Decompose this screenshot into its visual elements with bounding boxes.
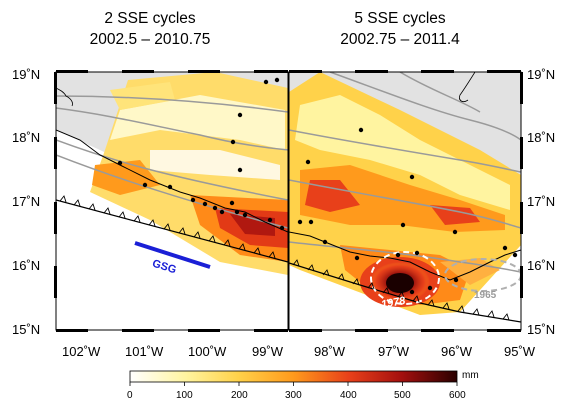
right-title-line1: 5 SSE cycles	[354, 10, 446, 27]
lat-label-19-right: 19˚N	[527, 67, 556, 82]
colorbar-tick-600: 600	[449, 390, 466, 401]
right-map-title: 5 SSE cycles 2002.75 – 2011.4	[300, 8, 500, 50]
lat-label-19-left: 19˚N	[12, 67, 41, 82]
event-1965-label: 1965	[474, 290, 497, 301]
right-map-panel	[289, 72, 521, 330]
left-map-title: 2 SSE cycles 2002.5 – 2010.75	[50, 8, 250, 50]
colorbar	[129, 370, 458, 383]
lat-label-18-right: 18˚N	[527, 130, 556, 145]
lat-label-17-right: 17˚N	[527, 194, 556, 209]
colorbar-unit: mm	[462, 370, 479, 381]
coastline-right	[289, 231, 521, 281]
colorbar-tick-0: 0	[127, 390, 133, 401]
lat-label-16-right: 16˚N	[527, 258, 556, 273]
lon-label-95: 95˚W	[504, 344, 536, 359]
left-map-panel	[56, 72, 288, 330]
lon-label-96: 96˚W	[441, 344, 473, 359]
lon-label-98: 98˚W	[314, 344, 346, 359]
colorbar-tick-500: 500	[394, 390, 411, 401]
lat-label-15-right: 15˚N	[527, 322, 556, 337]
lon-label-101: 101˚W	[125, 344, 164, 359]
lon-label-102: 102˚W	[62, 344, 101, 359]
lat-label-16-left: 16˚N	[12, 258, 41, 273]
gsg-line	[134, 241, 211, 269]
lat-label-17-left: 17˚N	[12, 194, 41, 209]
trench-teeth-right	[292, 259, 510, 321]
map-frame-ticks	[54, 70, 523, 332]
trench-left	[56, 199, 288, 263]
left-title-line2: 2002.5 – 2010.75	[89, 31, 211, 48]
rupture-1965-ellipse	[444, 258, 521, 292]
lon-label-100: 100˚W	[188, 344, 227, 359]
trench-teeth-left	[59, 195, 276, 259]
colorbar-tick-300: 300	[285, 390, 302, 401]
trench-right	[289, 262, 521, 323]
lat-label-15-left: 15˚N	[12, 322, 41, 337]
lat-label-18-left: 18˚N	[12, 130, 41, 145]
right-title-line2: 2002.75 – 2011.4	[340, 31, 460, 48]
colorbar-tick-100: 100	[176, 390, 193, 401]
gps-stations-right	[297, 127, 518, 295]
colorbar-tick-200: 200	[231, 390, 248, 401]
coastline-left	[56, 129, 288, 233]
colorbar-ticks	[129, 382, 458, 386]
lon-label-97: 97˚W	[378, 344, 410, 359]
rupture-1978-ellipse	[370, 251, 440, 305]
left-title-line1: 2 SSE cycles	[104, 10, 196, 27]
lon-label-99: 99˚W	[252, 344, 284, 359]
gps-stations-left	[117, 77, 285, 231]
colorbar-tick-400: 400	[340, 390, 357, 401]
